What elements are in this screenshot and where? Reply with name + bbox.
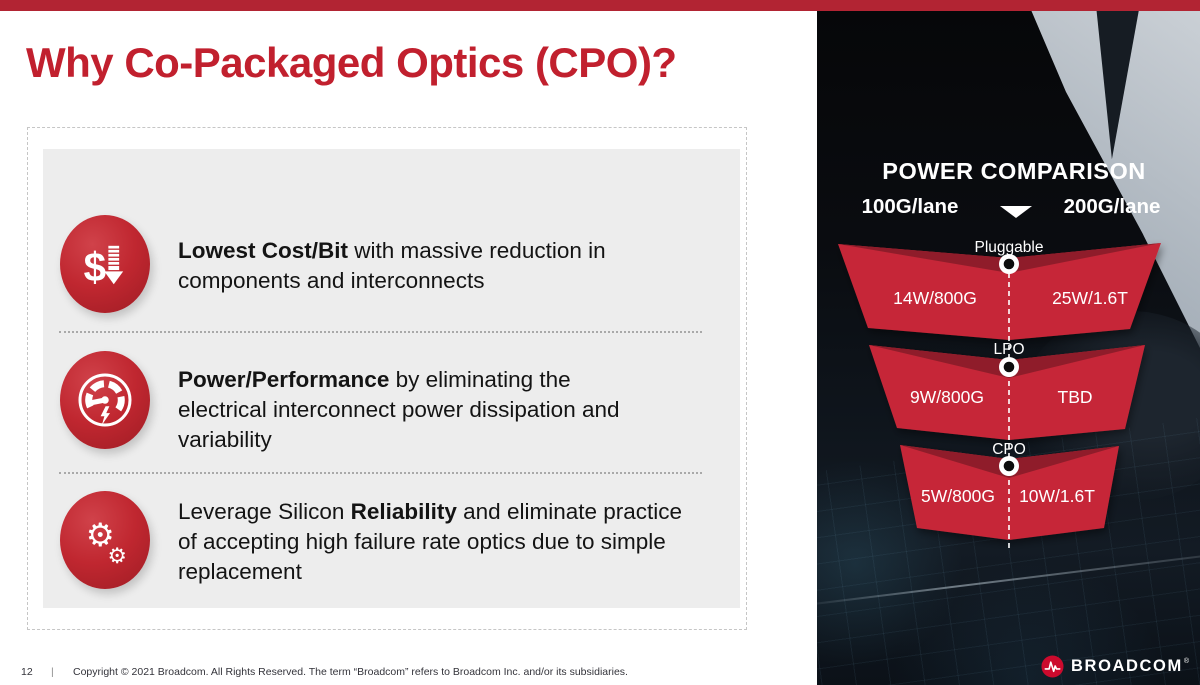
- down-triangle-icon: [1000, 206, 1032, 218]
- slide-footer: 12 | Copyright © 2021 Broadcom. All Righ…: [21, 666, 628, 678]
- dollar-decrease-glyph: $: [84, 244, 124, 290]
- tier-label-lpo: LPO: [993, 341, 1024, 358]
- slide-title: Why Co-Packaged Optics (CPO)?: [26, 39, 677, 86]
- tier-label-pluggable: Pluggable: [975, 239, 1044, 256]
- benefit-pre: Leverage Silicon: [178, 499, 351, 524]
- benefit-bold: Reliability: [350, 499, 457, 524]
- benefit-bold: Lowest Cost/Bit: [178, 238, 349, 263]
- column-label-100g: 100G/lane: [862, 195, 959, 218]
- broadcom-pulse-icon: [1041, 655, 1064, 678]
- gears-icon: ⚙ ⚙: [60, 491, 150, 589]
- tier-lpo-right-value: TBD: [1058, 387, 1093, 407]
- small-gear: ⚙: [107, 544, 126, 569]
- large-gear: ⚙: [86, 516, 115, 554]
- top-accent-bar: [0, 0, 1200, 11]
- tier-cpo-right-value: 10W/1.6T: [1019, 486, 1095, 506]
- funnel-tier-pluggable: [838, 243, 1161, 340]
- tier-cpo-left-value: 5W/800G: [921, 486, 995, 506]
- gauge-glyph: [78, 373, 132, 427]
- benefits-divider-1: [59, 331, 702, 333]
- benefit-bold: Power/Performance: [178, 367, 390, 392]
- benefit-item-cost: Lowest Cost/Bit with massive reduction i…: [178, 236, 678, 296]
- benefit-rest: by eliminating the electrical interconne…: [178, 367, 620, 452]
- tier-label-cpo: CPO: [992, 441, 1026, 458]
- power-comparison-panel: POWER COMPARISON 100G/lane 200G/lane: [817, 11, 1200, 685]
- down-arrow: [104, 245, 124, 285]
- dollar-decrease-icon: $: [60, 215, 150, 313]
- tier-lpo-left-value: 9W/800G: [910, 387, 984, 407]
- broadcom-wordmark: BROADCOM: [1071, 657, 1183, 675]
- funnel-node-dots: [999, 254, 1019, 476]
- comparison-heading: POWER COMPARISON: [882, 158, 1145, 184]
- benefit-item-reliability: Leverage Silicon Reliability and elimina…: [178, 497, 698, 587]
- power-gauge-icon: [60, 351, 150, 449]
- footer-divider: |: [51, 666, 54, 678]
- benefit-rest: with massive reduction in components and…: [178, 238, 606, 293]
- registered-mark: ®: [1183, 658, 1189, 665]
- dollar-sign: $: [84, 244, 106, 290]
- tier-pluggable-right-value: 25W/1.6T: [1052, 288, 1128, 308]
- gears-glyph: ⚙ ⚙: [86, 516, 127, 569]
- lightning-bolt: [100, 406, 110, 425]
- benefit-rest: and eliminate practice of accepting high…: [178, 499, 683, 584]
- broadcom-logo: BROADCOM ®: [1041, 655, 1189, 678]
- column-label-200g: 200G/lane: [1064, 195, 1161, 218]
- benefit-item-power: Power/Performance by eliminating the ele…: [178, 365, 648, 455]
- benefits-panel: [43, 149, 740, 608]
- copyright-text: Copyright © 2021 Broadcom. All Rights Re…: [73, 666, 628, 678]
- tier-pluggable-left-value: 14W/800G: [893, 288, 977, 308]
- power-comparison-funnel: POWER COMPARISON 100G/lane 200G/lane: [838, 158, 1161, 548]
- page-number: 12: [21, 666, 33, 678]
- benefits-divider-2: [59, 472, 702, 474]
